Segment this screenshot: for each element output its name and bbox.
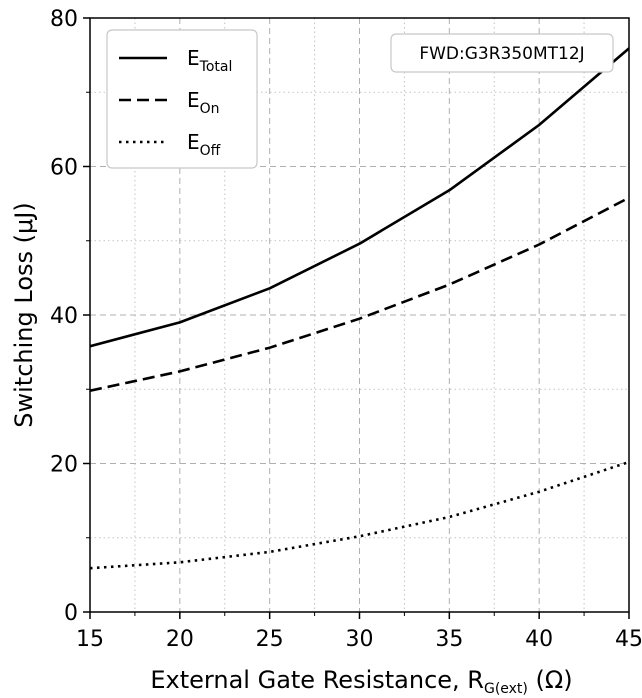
series-line-off: [90, 460, 629, 570]
y-tick-label: 0: [64, 601, 78, 626]
x-tick-label: 40: [525, 627, 553, 652]
y-tick-label: 40: [50, 304, 78, 329]
legend-label-main: E: [187, 46, 200, 70]
legend-label-total: ETotal: [187, 46, 232, 75]
annotation-text: FWD:G3R350MT12J: [419, 44, 584, 64]
y-tick-label: 80: [50, 7, 78, 32]
legend-label-main: E: [187, 88, 200, 112]
x-tick-label: 15: [76, 627, 104, 652]
device-annotation: FWD:G3R350MT12J: [390, 33, 614, 73]
y-axis-label: Switching Loss (μJ): [10, 202, 38, 427]
y-tick-label: 20: [50, 453, 78, 478]
series-line-on: [90, 196, 629, 392]
legend-label-main: E: [187, 130, 200, 154]
x-axis-label-unit: (Ω): [528, 666, 573, 694]
legend-label-on: EOn: [187, 88, 220, 117]
x-tick-label: 25: [256, 627, 284, 652]
legend-label-sub: On: [200, 101, 220, 117]
x-tick-label: 35: [435, 627, 463, 652]
annotation-box: [390, 33, 614, 73]
y-tick-label: 60: [50, 156, 78, 181]
x-tick-label: 20: [166, 627, 194, 652]
legend-label-sub: Off: [200, 143, 221, 159]
series-line-total: [90, 47, 629, 348]
axis-ticks: 15 20 25 30 35 40 45 0 20 40 60 80: [50, 7, 642, 652]
legend-label-off: EOff: [187, 130, 221, 159]
x-axis-label-main: External Gate Resistance, R: [150, 666, 484, 694]
legend-box: [106, 29, 258, 169]
x-tick-label: 45: [615, 627, 642, 652]
x-tick-label: 30: [346, 627, 374, 652]
x-axis-label: External Gate Resistance, RG(ext) (Ω): [150, 666, 572, 697]
series-lines: [90, 47, 629, 570]
x-axis-label-sub: G(ext): [484, 681, 528, 697]
legend-label-sub: Total: [199, 59, 233, 75]
